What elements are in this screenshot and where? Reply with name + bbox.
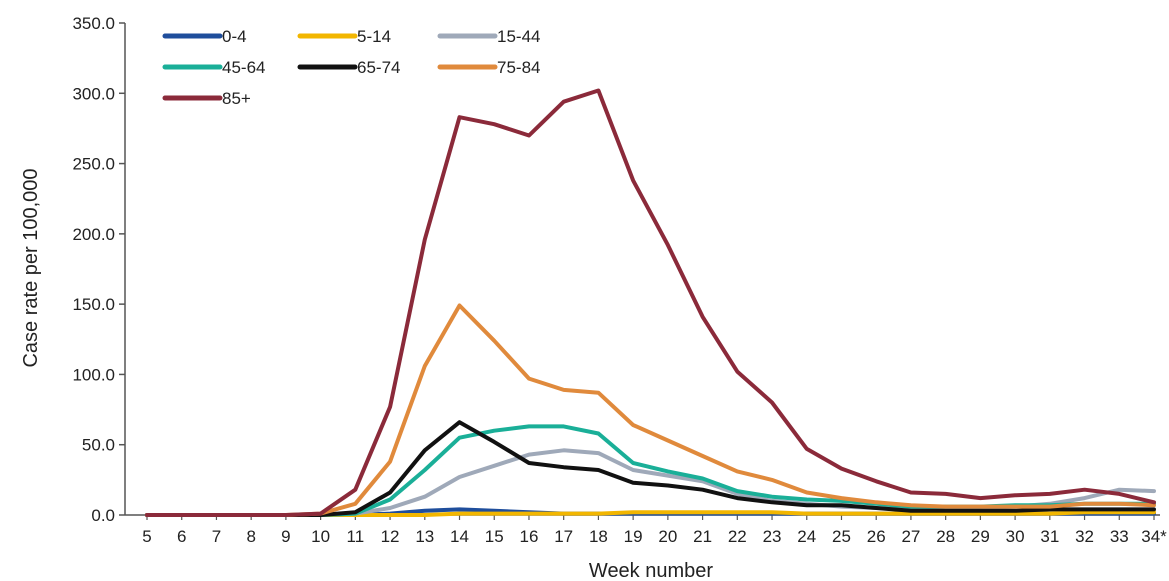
y-tick-label: 200.0 [72,225,115,244]
legend-label: 85+ [222,89,251,108]
x-tick-label: 23 [763,527,782,546]
x-tick-label: 17 [554,527,573,546]
legend-label: 65-74 [357,58,400,77]
x-tick-label: 31 [1040,527,1059,546]
y-axis-ticks: 0.0 50.0 100.0 150.0 200.0 250.0 300.0 350.0 [72,14,125,525]
x-tick-label: 15 [485,527,504,546]
x-tick-label: 10 [311,527,330,546]
x-tick-label: 25 [832,527,851,546]
legend-label: 15-44 [497,27,540,46]
x-tick-label: 14 [450,527,469,546]
y-axis-label: Case rate per 100,000 [20,168,42,367]
legend-label: 5-14 [357,27,391,46]
x-axis-label: Week number [589,560,713,581]
x-tick-label: 16 [520,527,539,546]
x-tick-label: 22 [728,527,747,546]
x-tick-label: 20 [658,527,677,546]
y-tick-label: 50.0 [82,436,115,455]
chart-axes [124,23,1160,516]
y-tick-label: 300.0 [72,84,115,103]
x-tick-label: 29 [971,527,990,546]
x-tick-label: 34* [1141,527,1167,546]
legend-label: 75-84 [497,58,540,77]
legend-label: 45-64 [222,58,265,77]
x-axis-ticks: 5 6 7 8 9 10 11 12 13 14 15 16 17 18 19 20 21 22 23 24 25 26 2… [142,515,1167,546]
x-tick-label: 30 [1006,527,1025,546]
legend-label: 0-4 [222,27,247,46]
x-tick-label: 13 [415,527,434,546]
x-tick-label: 33 [1110,527,1129,546]
y-tick-label: 350.0 [72,14,115,33]
x-tick-label: 5 [142,527,151,546]
y-tick-label: 250.0 [72,155,115,174]
series-lines [145,88,1156,517]
x-tick-label: 26 [867,527,886,546]
x-tick-label: 24 [797,527,816,546]
legend: 0-4 5-14 15-44 45-64 65-74 75-84 85+ [162,27,540,108]
y-tick-label: 100.0 [72,365,115,384]
x-tick-label: 11 [347,527,365,546]
x-tick-label: 9 [281,527,290,546]
series-line-85- [145,88,1156,517]
x-tick-label: 21 [693,527,712,546]
x-tick-label: 7 [212,527,221,546]
x-tick-label: 32 [1075,527,1094,546]
x-tick-label: 27 [901,527,920,546]
x-tick-label: 19 [624,527,643,546]
y-tick-label: 0.0 [91,506,115,525]
x-tick-label: 8 [246,527,255,546]
x-tick-label: 18 [589,527,608,546]
x-tick-label: 6 [177,527,186,546]
x-tick-label: 12 [381,527,400,546]
series-line-45-64 [145,424,1156,517]
x-tick-label: 28 [936,527,955,546]
y-tick-label: 150.0 [72,295,115,314]
